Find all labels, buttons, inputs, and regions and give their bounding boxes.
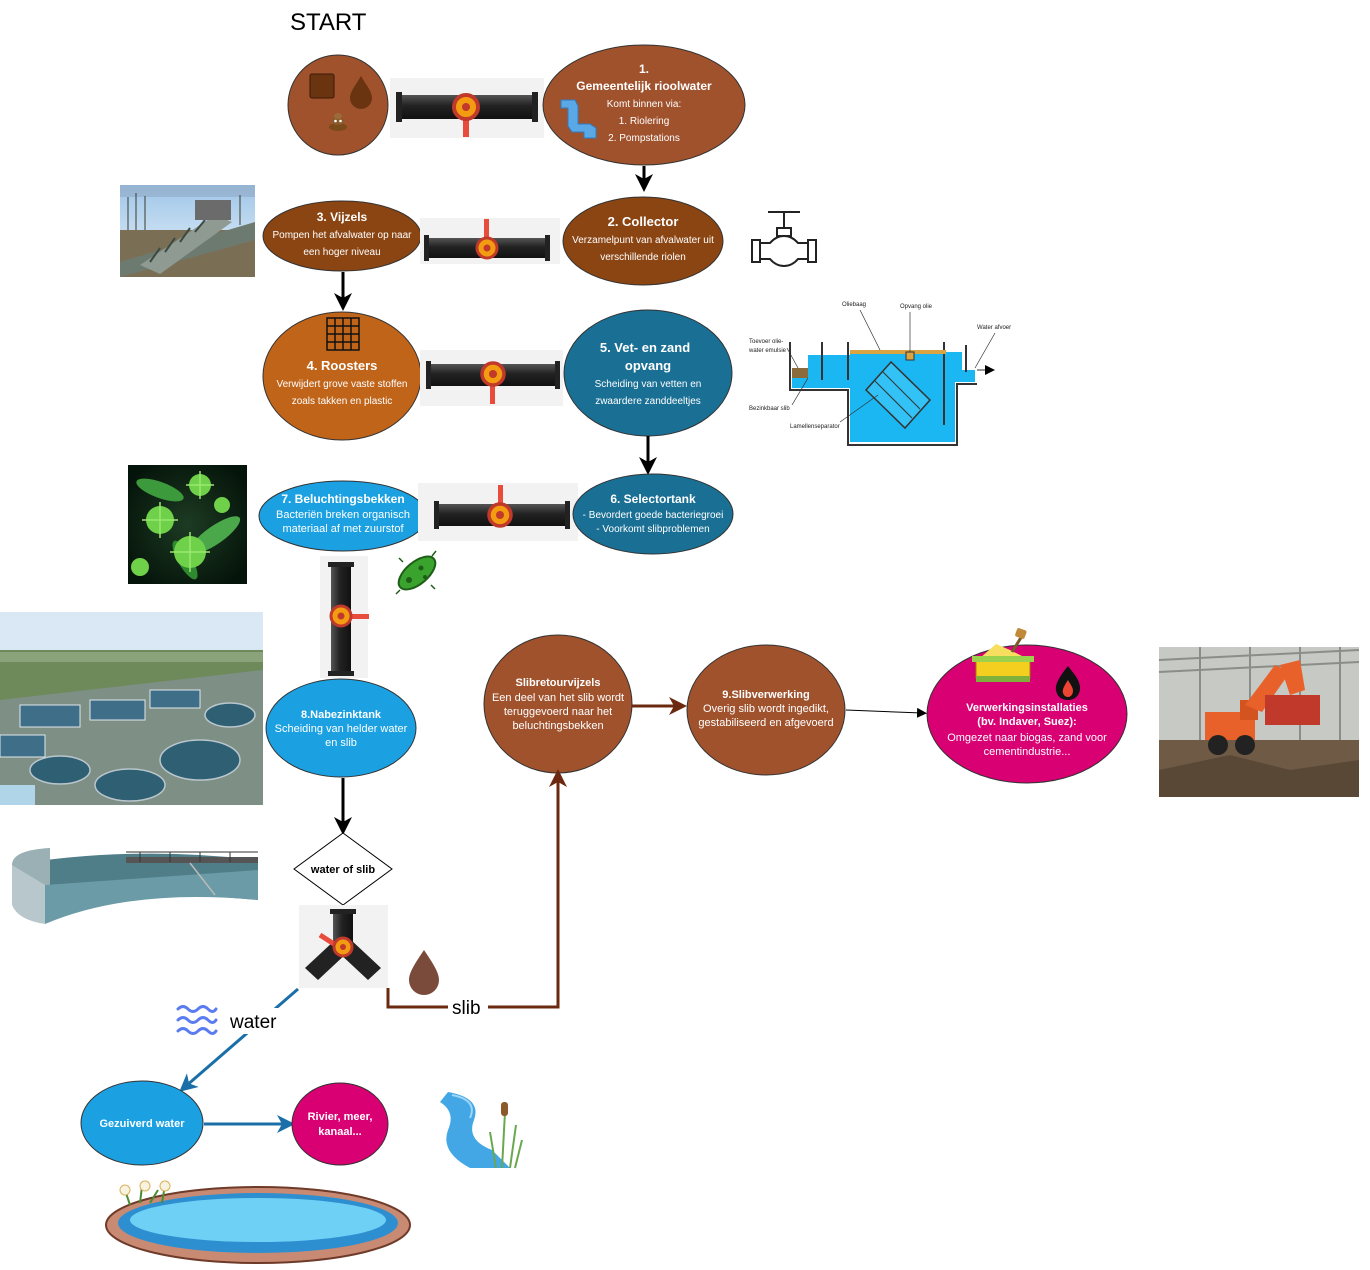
water-edge-label: water <box>229 1012 277 1033</box>
label-toevoer-2: water emulsie <box>748 348 787 354</box>
poop-icon <box>329 113 347 131</box>
node-7-line2: materiaal af met zuurstof <box>282 523 404 535</box>
start-label: START <box>290 9 367 36</box>
arrow-water-to-gezuiverd <box>179 987 299 1092</box>
decision-water-of-slib: water of slib <box>293 832 393 906</box>
node-6-title: 6. Selectortank <box>610 492 696 506</box>
sludge-drop-icon <box>409 950 439 995</box>
node-9-line2: gestabiliseerd en afgevoerd <box>698 717 833 729</box>
pipe-valve-vertical <box>320 556 369 678</box>
node-2-line2: verschillende riolen <box>600 252 686 263</box>
pipe-valve-4 <box>418 483 578 541</box>
node-5-line1: Scheiding van vetten en <box>595 379 702 390</box>
sandbox-icon <box>972 628 1034 682</box>
node-8-line2: en slib <box>325 737 357 749</box>
rivier-title-line1: Rivier, meer, <box>308 1111 373 1123</box>
node-9-title: 9.Slibverwerking <box>722 689 809 701</box>
node-1-line1: Komt binnen via: <box>607 99 682 110</box>
node-9-line1: Overig slib wordt ingedikt, <box>703 703 829 715</box>
node-3-title: 3. Vijzels <box>317 210 368 224</box>
node-3-vijzels: 3. Vijzels Pompen het afvalwater op naar… <box>262 200 422 272</box>
decision-label: water of slib <box>310 864 375 876</box>
label-bezinkbaar-slib: Bezinkbaar slib <box>749 406 790 412</box>
pipe-valve-1 <box>390 78 544 138</box>
node-1-gemeentelijk-rioolwater: 1. Gemeentelijk rioolwater Komt binnen v… <box>542 44 746 166</box>
node-4-line1: Verwijdert grove vaste stoffen <box>277 379 408 390</box>
gezuiverd-title: Gezuiverd water <box>100 1118 186 1130</box>
separator-diagram: Oliebaag Opvang olie Water afvoer Toevoe… <box>745 295 1025 450</box>
label-lamellenseparator: Lamellenseparator <box>790 424 840 430</box>
node-2-collector: 2. Collector Verzamelpunt van afvalwater… <box>562 196 724 286</box>
node-5-title-line2: opvang <box>625 358 671 373</box>
node-slibretourvijzels: Slibretourvijzels Een deel van het slib … <box>483 634 633 774</box>
node-7-title: 7. Beluchtingsbekken <box>281 492 404 506</box>
node-4-title: 4. Roosters <box>307 358 378 373</box>
node-gezuiverd-water: Gezuiverd water <box>80 1080 204 1166</box>
node-5-title-line1: 5. Vet- en zand <box>600 340 690 355</box>
node-1-title-number: 1. <box>639 62 649 76</box>
sewage-source-circle <box>287 54 389 156</box>
brown-drop-icon <box>350 76 372 109</box>
node-6-line1: - Bevordert goede bacteriegroei <box>583 510 724 521</box>
pond-image <box>105 1180 411 1264</box>
pipe-bend-icon <box>560 99 597 139</box>
node-7-line1: Bacteriën breken organisch <box>276 509 410 521</box>
label-toevoer-1: Toevoer olie- <box>749 339 783 345</box>
rivier-title-line2: kanaal... <box>318 1126 361 1138</box>
node-3-line1: Pompen het afvalwater op naar <box>273 230 413 241</box>
label-water-afvoer: Water afvoer <box>977 325 1011 331</box>
slibretour-line1: Een deel van het slib wordt <box>492 692 624 704</box>
sludge-block-icon <box>309 73 335 99</box>
node-9-slibverwerking: 9.Slibverwerking Overig slib wordt inged… <box>686 644 846 776</box>
node-rivier-meer-kanaal: Rivier, meer, kanaal... <box>291 1082 389 1166</box>
label-oliebaag: Oliebaag <box>842 302 866 308</box>
slibretour-title: Slibretourvijzels <box>516 677 601 689</box>
river-reeds-icon <box>440 1092 523 1169</box>
node-2-title: 2. Collector <box>608 214 679 229</box>
verwerking-title-line1: Verwerkingsinstallaties <box>966 702 1088 714</box>
node-4-roosters: 4. Roosters Verwijdert grove vaste stoff… <box>262 311 422 441</box>
slibretour-line2: teruggevoerd naar het <box>504 706 612 718</box>
microbe-icon <box>395 550 437 595</box>
gate-valve-icon <box>751 211 817 268</box>
node-2-line1: Verzamelpunt van afvalwater uit <box>572 235 714 246</box>
node-4-line2: zoals takken en plastic <box>292 396 393 407</box>
y-splitter-valve <box>299 905 388 988</box>
flame-icon <box>1055 666 1080 700</box>
arrow-9-to-verwerking <box>845 707 927 718</box>
pipe-valve-3 <box>420 350 563 406</box>
node-1-line3: 2. Pompstations <box>608 133 680 144</box>
treatment-plant-aerial-photo <box>0 612 263 805</box>
slib-edge-label: slib <box>452 998 481 1019</box>
slibretour-line3: beluchtingsbekken <box>512 720 603 732</box>
grid-screen-icon <box>326 317 360 351</box>
node-6-line2: - Voorkomt slibproblemen <box>596 524 709 535</box>
node-8-nabezinktank: 8.Nabezinktank Scheiding van helder wate… <box>265 678 417 778</box>
node-1-title: Gemeentelijk rioolwater <box>576 79 712 93</box>
vijzels-photo <box>120 185 255 277</box>
sludge-processing-hall-photo <box>1158 647 1360 797</box>
node-7-beluchtingsbekken: 7. Beluchtingsbekken Bacteriën breken or… <box>258 480 428 552</box>
verwerking-title-line2: (bv. Indaver, Suez): <box>977 716 1076 728</box>
node-3-line2: een hoger niveau <box>303 247 380 258</box>
node-8-line1: Scheiding van helder water <box>275 723 408 735</box>
node-6-selectortank: 6. Selectortank - Bevordert goede bacter… <box>572 473 734 555</box>
node-5-vet-en-zand-opvang: 5. Vet- en zand opvang Scheiding van vet… <box>563 309 733 437</box>
bacteria-photo <box>128 465 247 584</box>
node-1-line2: 1. Riolering <box>619 116 670 127</box>
verwerking-line2: cementindustrie... <box>984 746 1071 758</box>
settling-tank-cutaway <box>12 848 258 924</box>
node-8-title: 8.Nabezinktank <box>301 709 382 721</box>
water-waves-icon <box>176 1005 218 1035</box>
node-5-line2: zwaardere zanddeeltjes <box>595 396 701 407</box>
verwerking-line1: Omgezet naar biogas, zand voor <box>947 732 1107 744</box>
pipe-valve-2 <box>420 218 560 264</box>
label-opvang-olie: Opvang olie <box>900 304 933 310</box>
